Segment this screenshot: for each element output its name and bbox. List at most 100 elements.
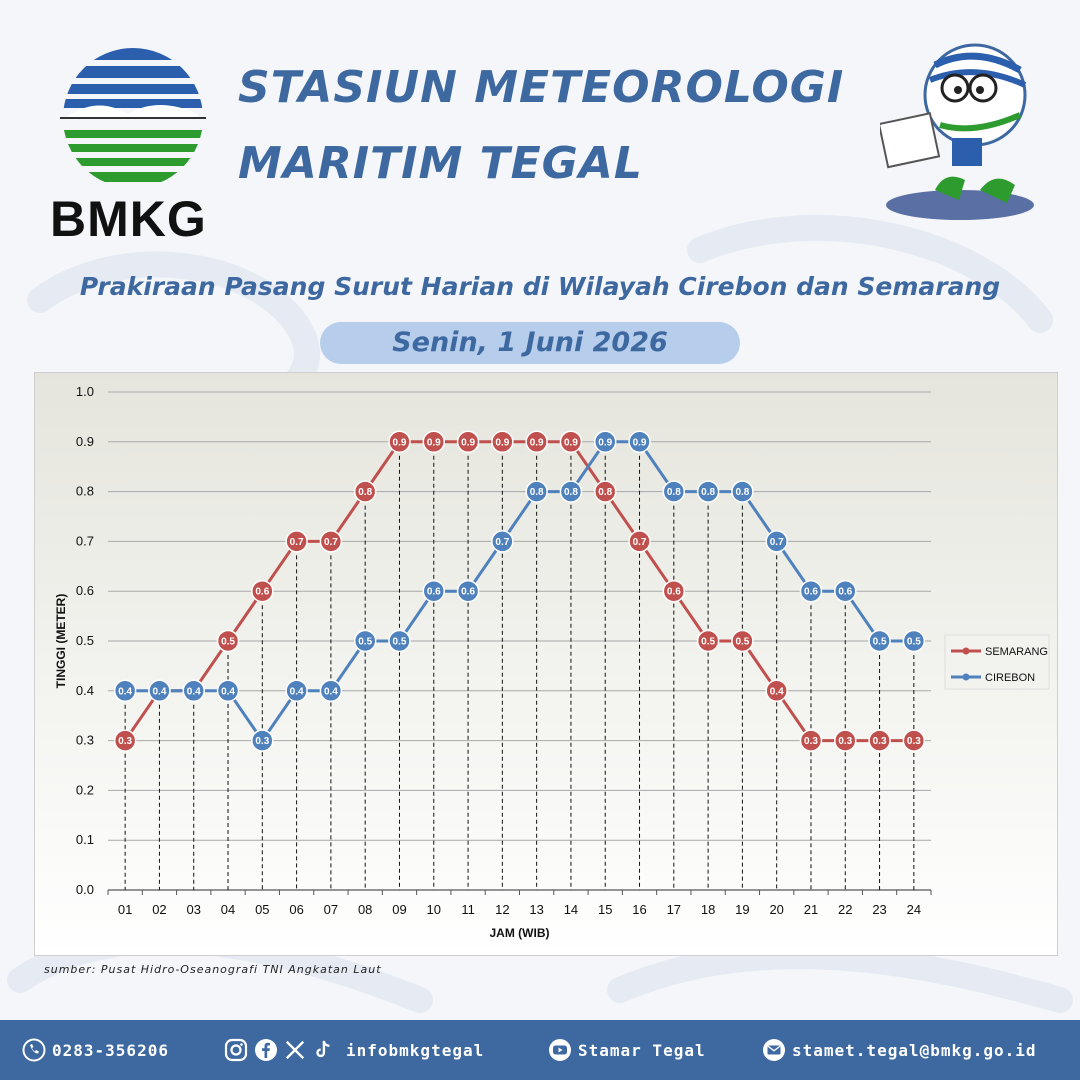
data-label: 0.5 [358,637,372,648]
logo-text: BMKG [50,191,207,247]
y-axis-title: TINGGI (METER) [54,594,68,689]
y-tick-label: 0.3 [76,733,94,748]
data-label: 0.4 [187,686,201,697]
data-label: 0.9 [633,437,647,448]
y-tick-label: 0.9 [76,434,94,449]
chart-legend: SEMARANG CIREBON [944,634,1050,690]
x-tick-label: 20 [769,902,783,917]
data-label: 0.8 [735,487,749,498]
data-label: 0.4 [324,686,338,697]
x-tick-label: 08 [358,902,372,917]
phone-contact[interactable]: 0283-356206 [22,1020,169,1080]
youtube-contact[interactable]: Stamar Tegal [548,1020,706,1080]
x-tick-label: 05 [255,902,269,917]
data-label: 0.8 [701,487,715,498]
y-tick-label: 0.8 [76,484,94,499]
contact-footer: 0283-356206 infobmkgtegal Stamar Tegal [0,1020,1080,1080]
x-tick-label: 07 [324,902,338,917]
data-point [422,430,446,454]
x-tick-label: 14 [564,902,578,917]
data-label: 0.3 [873,736,887,747]
data-point [319,679,343,703]
x-tick-label: 13 [529,902,543,917]
youtube-channel: Stamar Tegal [578,1040,706,1060]
y-tick-label: 0.7 [76,533,94,548]
x-tick-label: 04 [221,902,235,917]
data-label: 0.6 [427,587,441,598]
instagram-icon [224,1038,248,1062]
data-point [251,579,274,603]
y-tick-label: 0.0 [76,882,94,897]
data-label: 0.7 [495,537,509,548]
date-badge: Senin, 1 Juni 2026 [320,322,740,364]
x-tick-label: 23 [872,902,886,917]
data-point [731,480,754,503]
data-label: 0.6 [255,587,269,598]
data-point [353,480,377,503]
x-tick-label: 01 [118,902,132,917]
data-point [216,679,240,703]
data-label: 0.7 [633,537,647,548]
data-label: 0.4 [290,686,304,697]
legend-swatch-marker [962,647,970,655]
x-tick-label: 17 [667,902,681,917]
email-contact[interactable]: stamet.tegal@bmkg.go.id [762,1020,1037,1080]
data-label: 0.3 [255,736,269,747]
y-tick-label: 0.4 [76,683,94,698]
data-point [765,679,788,703]
data-point [525,430,548,454]
tide-chart-svg: 0.0 0.1 0.2 0.3 0.4 0.5 0.6 0.7 0.8 0.9 1.0 01 02 03 0… [54,384,1050,940]
x-tick-label: 11 [461,902,475,917]
data-point [113,679,137,703]
data-label: 0.4 [770,686,784,697]
data-point [731,629,754,653]
data-point [456,430,480,454]
x-tick-label: 21 [804,902,818,917]
data-point [422,579,446,603]
social-contact[interactable]: infobmkgtegal [224,1020,484,1080]
email-address: stamet.tegal@bmkg.go.id [792,1040,1037,1060]
station-title-line1: STASIUN METEOROLOGI [238,62,845,113]
data-point [834,579,857,603]
data-label: 0.6 [461,587,475,598]
data-point [559,480,583,503]
data-point [902,729,926,752]
data-point [148,679,171,703]
date-text: Senin, 1 Juni 2026 [392,327,668,358]
data-label: 0.8 [564,487,578,498]
data-label: 0.9 [564,437,578,448]
x-tick-label: 15 [598,902,612,917]
youtube-icon [549,1039,571,1061]
legend-label: SEMARANG [985,646,1048,658]
data-point [182,679,205,703]
legend-box [944,634,1050,690]
data-label: 0.7 [290,537,304,548]
x-tick-label: 19 [735,902,749,917]
x-axis-title: JAM (WIB) [490,926,550,940]
data-point [388,629,411,653]
data-point [285,530,308,553]
x-tick-label: 02 [152,902,166,917]
data-point [868,629,891,653]
y-tick-label: 0.5 [76,633,94,648]
data-label: 0.6 [804,587,818,598]
data-label: 0.4 [118,686,132,697]
data-label: 0.9 [461,437,475,448]
data-label: 0.5 [907,637,921,648]
legend-swatch-marker [962,673,970,681]
x-icon [285,1040,305,1060]
x-tick-label: 03 [186,902,200,917]
data-label: 0.3 [804,736,818,747]
x-tick-label: 18 [701,902,715,917]
data-point [662,579,686,603]
data-point [628,530,651,553]
data-label: 0.6 [667,587,681,598]
data-point [525,480,548,503]
data-point [251,729,274,752]
station-title-line2: MARITIM TEGAL [238,138,643,189]
x-tick-label: 12 [495,902,509,917]
data-label: 0.7 [770,537,784,548]
bmkg-logo [60,48,206,182]
data-point [868,729,891,752]
y-tick-label: 1.0 [76,384,94,399]
